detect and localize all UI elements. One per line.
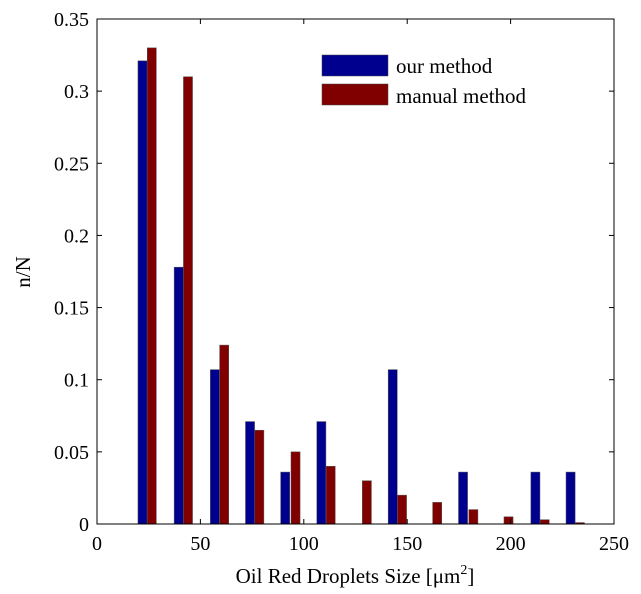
x-tick-label-1: 50 <box>190 533 210 555</box>
bar-manual-method-7 <box>397 494 407 525</box>
bar-manual-method-11 <box>539 519 550 525</box>
x-tick-label-2: 100 <box>289 533 319 555</box>
bar-manual-method-0 <box>147 47 157 525</box>
legend: our method manual method <box>321 54 527 108</box>
plot-frame <box>96 18 615 525</box>
x-axis-label-close: ] <box>467 564 474 588</box>
bar-our-method-3 <box>245 421 255 525</box>
tick-labels-layer: 0 50 100 150 200 250 0 0.05 0.1 0.15 0.2 0.25 0.3 0.3… <box>54 9 629 555</box>
legend-label-manual-method: manual method <box>396 84 527 108</box>
bar-our-method-0 <box>137 60 148 525</box>
x-axis-label-main: Oil Red Droplets Size [μm <box>236 564 461 588</box>
bar-manual-method-3 <box>254 429 265 525</box>
bar-our-method-5 <box>316 421 327 525</box>
x-tick-label-4: 200 <box>496 533 526 555</box>
bar-manual-method-6 <box>362 480 372 525</box>
bar-our-method-12 <box>565 471 576 525</box>
bar-our-method-9 <box>458 471 468 525</box>
bar-manual-method-9 <box>468 509 479 525</box>
ticks-layer <box>96 18 615 525</box>
bar-our-method-7 <box>387 369 398 525</box>
x-axis-label-superscript: 2 <box>460 563 467 578</box>
x-tick-label-5: 250 <box>599 533 629 555</box>
bar-manual-method-10 <box>503 516 514 525</box>
bar-our-method-1 <box>173 266 184 525</box>
x-tick-label-3: 150 <box>392 533 422 555</box>
y-tick-label-7: 0.35 <box>54 9 89 31</box>
y-tick-label-0: 0 <box>79 514 89 536</box>
bar-manual-method-5 <box>325 466 336 525</box>
y-tick-label-5: 0.25 <box>54 153 89 175</box>
y-tick-label-6: 0.3 <box>64 81 89 103</box>
bar-our-method-2 <box>210 369 220 525</box>
y-axis-label: n/N <box>11 256 35 288</box>
x-axis-label: Oil Red Droplets Size [μm2] <box>236 563 475 588</box>
x-tick-label-0: 0 <box>92 533 102 555</box>
y-tick-label-4: 0.2 <box>64 225 89 247</box>
y-tick-label-1: 0.05 <box>54 442 89 464</box>
y-tick-label-2: 0.1 <box>64 370 89 392</box>
bar-our-method-11 <box>530 471 541 525</box>
bar-manual-method-1 <box>183 76 193 525</box>
bar-manual-method-8 <box>432 502 442 525</box>
bar-our-method-4 <box>280 471 290 525</box>
legend-swatch-manual-method <box>321 83 389 106</box>
legend-label-our-method: our method <box>396 54 493 78</box>
legend-swatch-our-method <box>321 54 389 77</box>
y-tick-label-3: 0.15 <box>54 298 89 320</box>
bar-manual-method-4 <box>290 451 301 525</box>
bar-manual-method-2 <box>219 344 229 525</box>
